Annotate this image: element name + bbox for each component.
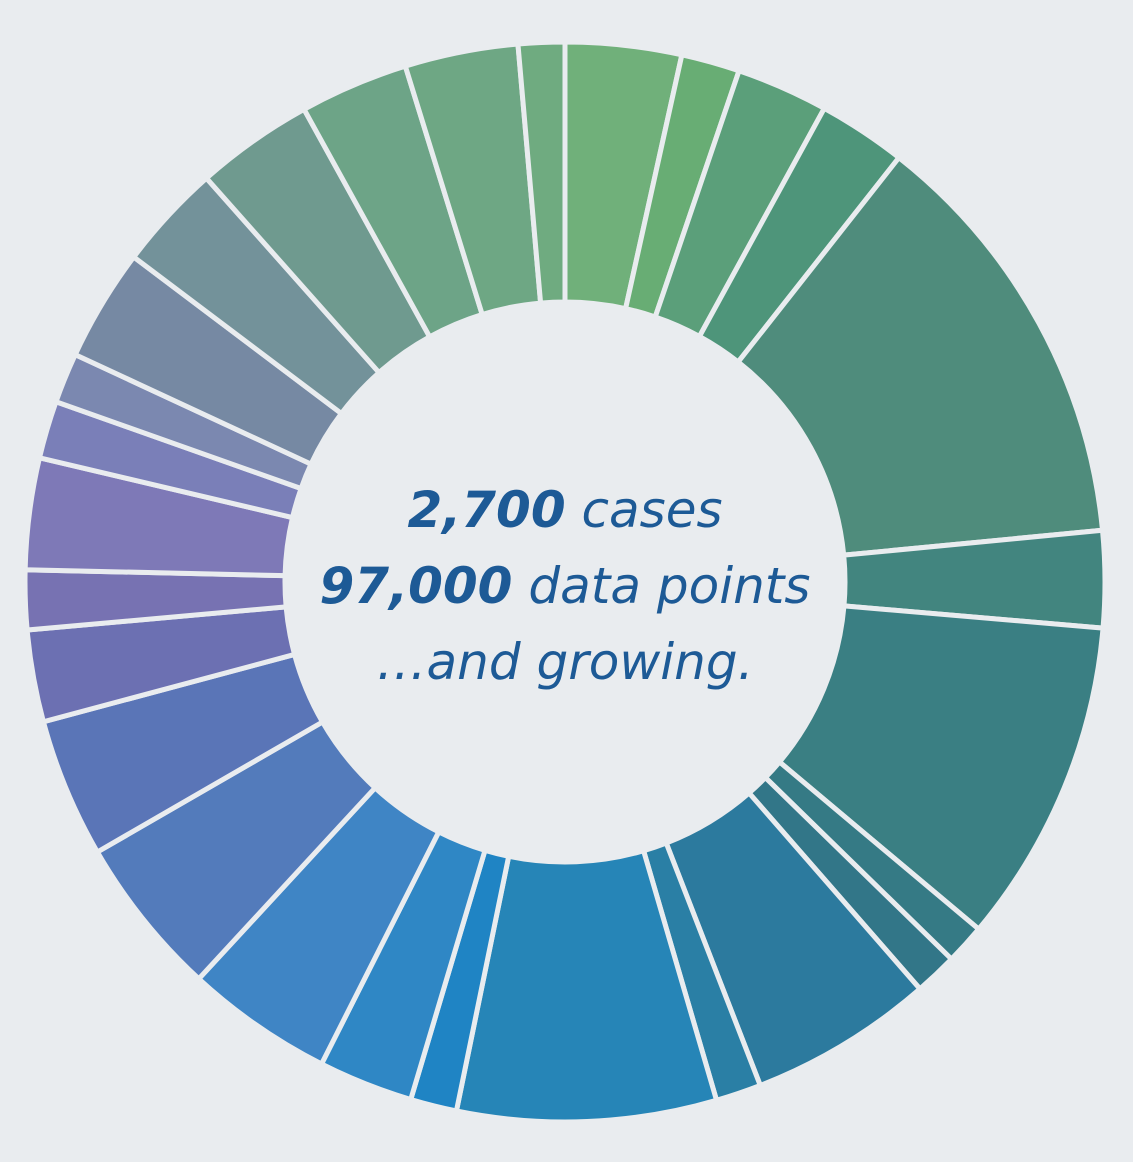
slice	[515, 39, 568, 306]
center-rest: …and growing.	[377, 633, 754, 691]
center-bold: 2,700	[407, 481, 565, 539]
center-rest: data points	[528, 557, 810, 615]
center-rest: cases	[582, 481, 723, 539]
slice	[734, 154, 1106, 558]
center-line: …and growing.	[377, 633, 754, 691]
center-space	[512, 557, 528, 615]
center-line: 2,700 cases	[407, 481, 722, 539]
slices	[22, 39, 1108, 1125]
center-bold: 97,000	[320, 557, 513, 615]
center-space	[566, 481, 582, 539]
center-text: 2,700 cases 97,000 data points …and growin…	[320, 481, 811, 691]
slice	[775, 603, 1106, 933]
center-line: 97,000 data points	[320, 557, 811, 615]
